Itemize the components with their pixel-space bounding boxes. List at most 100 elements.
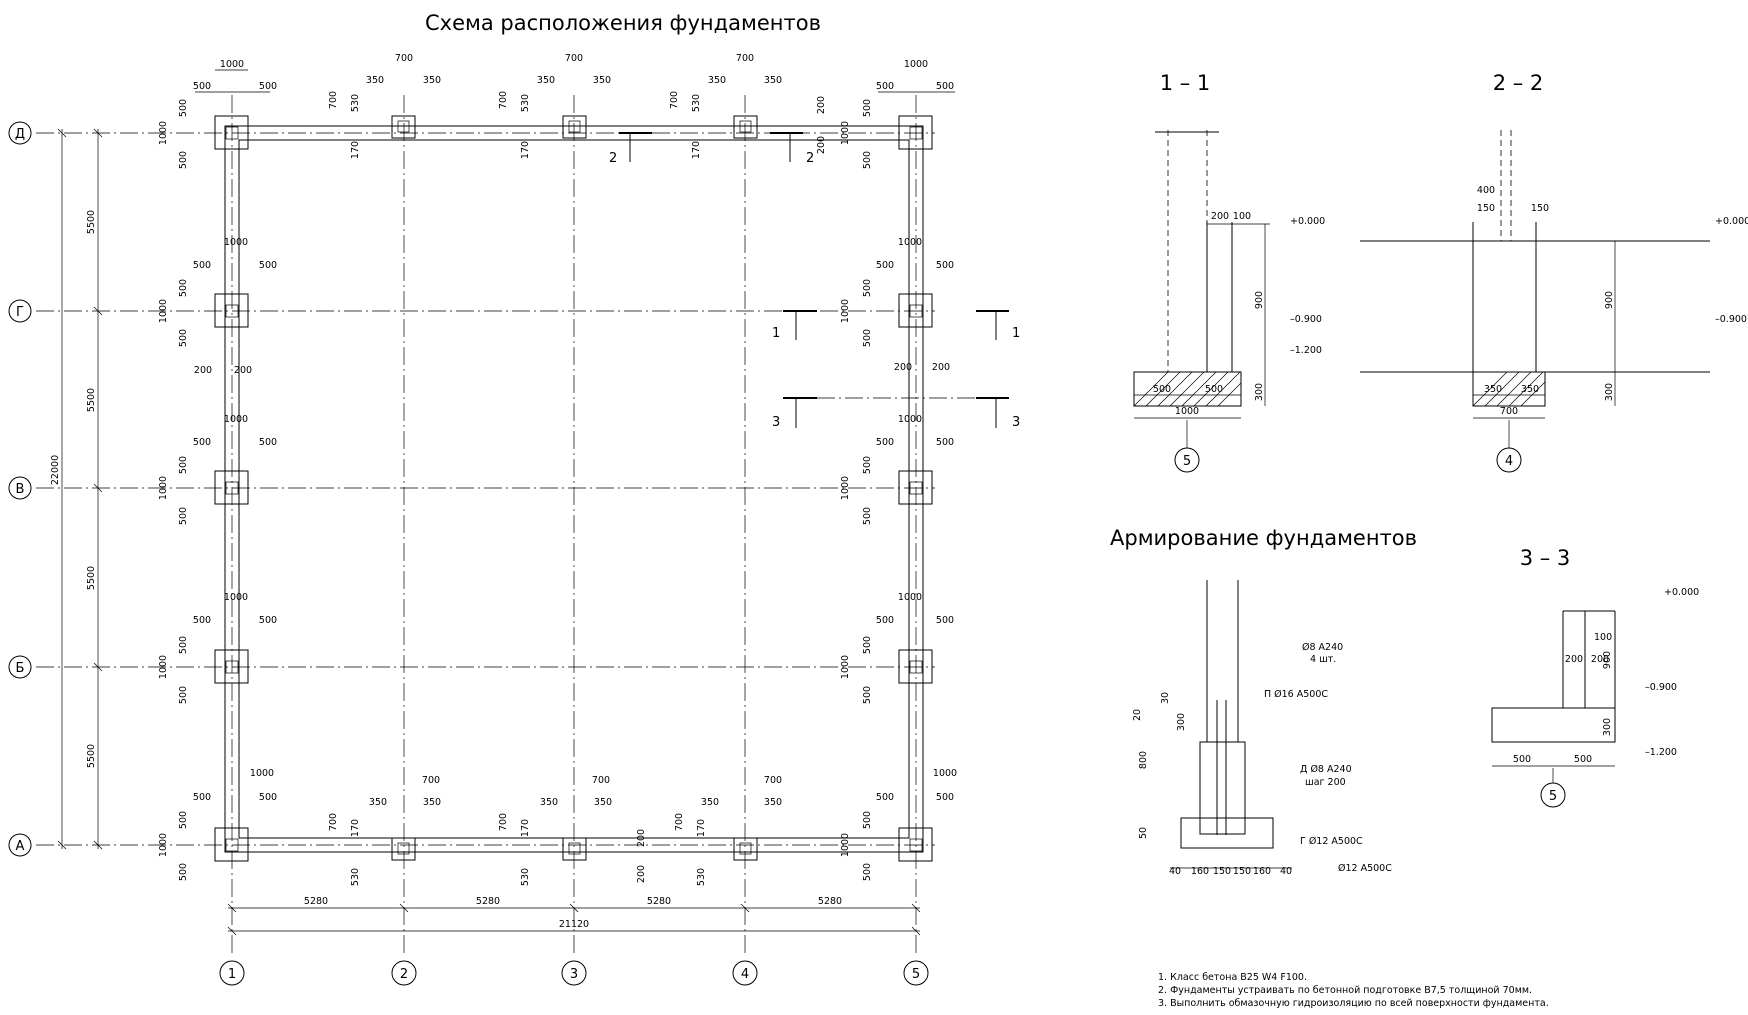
section-2-2-title: 2 – 2: [1493, 71, 1544, 95]
svg-text:700: 700: [395, 53, 413, 64]
svg-text:1: 1: [1012, 326, 1020, 341]
svg-text:1000: 1000: [904, 59, 928, 70]
svg-text:500: 500: [876, 260, 894, 271]
svg-text:700: 700: [736, 53, 754, 64]
svg-text:1000: 1000: [220, 59, 244, 70]
svg-text:4 шт.: 4 шт.: [1310, 654, 1336, 665]
svg-text:300: 300: [1254, 383, 1265, 401]
svg-text:500: 500: [259, 437, 277, 448]
section-3-3: 3 – 3 +0.000 100 200 200 900 –0.900 300 …: [1491, 546, 1699, 808]
svg-text:350: 350: [701, 797, 719, 808]
svg-text:500: 500: [178, 279, 189, 297]
reinforcement-detail: Армирование фундаментов Ø8 А240 4 шт. П …: [1110, 526, 1417, 877]
axis-label-1: 1: [228, 967, 236, 982]
svg-text:40: 40: [1169, 866, 1181, 877]
svg-text:5: 5: [1549, 789, 1557, 804]
svg-text:1000: 1000: [224, 414, 248, 425]
svg-text:150: 150: [1233, 866, 1251, 877]
svg-text:500: 500: [1574, 754, 1592, 765]
section-cuts: 2 2 1 1 3 3: [609, 132, 1020, 430]
svg-text:500: 500: [1513, 754, 1531, 765]
svg-text:5280: 5280: [818, 896, 842, 907]
svg-text:350: 350: [366, 75, 384, 86]
svg-text:500: 500: [193, 792, 211, 803]
svg-text:200: 200: [1591, 654, 1609, 665]
svg-text:160: 160: [1191, 866, 1209, 877]
svg-text:700: 700: [422, 775, 440, 786]
reinforcement-title: Армирование фундаментов: [1110, 526, 1417, 550]
plan-title: Схема расположения фундаментов: [425, 11, 821, 35]
svg-text:500: 500: [862, 151, 873, 169]
svg-text:500: 500: [862, 99, 873, 117]
svg-text:–0.900: –0.900: [1290, 314, 1322, 325]
svg-text:500: 500: [193, 615, 211, 626]
svg-text:500: 500: [259, 615, 277, 626]
axis-label-v: В: [16, 482, 25, 497]
svg-text:1000: 1000: [898, 237, 922, 248]
svg-text:1000: 1000: [898, 592, 922, 603]
svg-text:500: 500: [178, 507, 189, 525]
note-3: 3. Выполнить обмазочную гидроизоляцию по…: [1158, 998, 1549, 1009]
svg-text:700: 700: [498, 813, 509, 831]
axis-label-4: 4: [741, 967, 749, 982]
svg-text:–0.900: –0.900: [1645, 682, 1677, 693]
svg-text:500: 500: [862, 329, 873, 347]
svg-text:350: 350: [423, 75, 441, 86]
svg-text:1000: 1000: [840, 299, 851, 323]
svg-text:530: 530: [520, 868, 531, 886]
svg-text:530: 530: [696, 868, 707, 886]
svg-text:40: 40: [1280, 866, 1292, 877]
svg-text:350: 350: [540, 797, 558, 808]
svg-text:5280: 5280: [304, 896, 328, 907]
note-2: 2. Фундаменты устраивать по бетонной под…: [1158, 985, 1532, 996]
svg-text:800: 800: [1138, 751, 1149, 769]
axis-label-5: 5: [912, 967, 920, 982]
svg-text:2: 2: [806, 151, 814, 166]
svg-text:700: 700: [764, 775, 782, 786]
axis-label-a: А: [16, 839, 25, 854]
svg-text:5280: 5280: [476, 896, 500, 907]
section-1-1: 1 – 1 200 100 +0.000 900 –0.900 300 –1.2…: [1133, 71, 1325, 473]
axis-number-markers: 1 2 3 4 5: [219, 960, 929, 986]
svg-text:500: 500: [862, 863, 873, 881]
svg-text:200: 200: [894, 362, 912, 373]
svg-text:500: 500: [876, 81, 894, 92]
svg-text:1000: 1000: [158, 655, 169, 679]
svg-text:500: 500: [936, 792, 954, 803]
pad-dimensions: 1000 500 500 500 1000 500 1000 500 500 5…: [158, 53, 957, 886]
svg-text:900: 900: [1254, 291, 1265, 309]
svg-text:170: 170: [350, 141, 361, 159]
svg-text:500: 500: [178, 99, 189, 117]
total-width: 22000: [50, 455, 61, 485]
svg-text:530: 530: [520, 94, 531, 112]
svg-text:500: 500: [193, 437, 211, 448]
svg-text:500: 500: [259, 260, 277, 271]
svg-text:170: 170: [520, 819, 531, 837]
svg-text:350: 350: [708, 75, 726, 86]
svg-text:1000: 1000: [158, 476, 169, 500]
svg-text:170: 170: [350, 819, 361, 837]
svg-text:500: 500: [178, 811, 189, 829]
svg-text:5500: 5500: [86, 388, 97, 412]
svg-text:170: 170: [520, 141, 531, 159]
axis-label-3: 3: [570, 967, 578, 982]
svg-text:5280: 5280: [647, 896, 671, 907]
svg-text:500: 500: [936, 260, 954, 271]
svg-text:160: 160: [1253, 866, 1271, 877]
general-notes: 1. Класс бетона B25 W4 F100. 2. Фундамен…: [1158, 972, 1549, 1009]
svg-text:350: 350: [537, 75, 555, 86]
svg-text:1000: 1000: [224, 592, 248, 603]
bottom-dimensions: 5280 5280 5280 5280 21120: [227, 896, 921, 936]
svg-text:500: 500: [178, 636, 189, 654]
svg-text:530: 530: [691, 94, 702, 112]
svg-text:530: 530: [350, 94, 361, 112]
svg-text:500: 500: [936, 81, 954, 92]
svg-text:5500: 5500: [86, 210, 97, 234]
svg-text:П Ø16 А500С: П Ø16 А500С: [1264, 689, 1328, 700]
svg-text:–1.200: –1.200: [1290, 345, 1322, 356]
svg-text:4: 4: [1505, 454, 1513, 469]
svg-text:5500: 5500: [86, 566, 97, 590]
svg-text:500: 500: [876, 792, 894, 803]
left-dimensions: 5500 5500 5500 5500 22000: [50, 128, 103, 850]
svg-text:200: 200: [234, 365, 252, 376]
